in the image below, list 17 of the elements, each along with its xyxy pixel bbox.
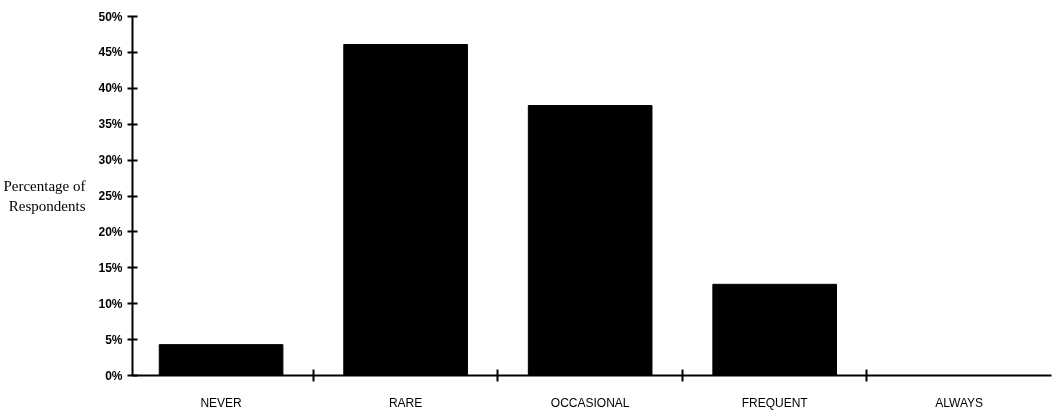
y-tick-label: 5% bbox=[105, 332, 123, 347]
x-tick-label: RARE bbox=[388, 395, 423, 410]
y-tick-label: 50% bbox=[98, 9, 123, 24]
y-tick-label: 20% bbox=[98, 224, 123, 239]
x-tick-label: OCCASIONAL bbox=[550, 395, 630, 410]
y-tick-label: 45% bbox=[98, 45, 123, 60]
y-tick-label: 25% bbox=[98, 189, 123, 203]
y-tick-label: 15% bbox=[98, 260, 123, 275]
y-tick-label: 30% bbox=[98, 153, 123, 168]
y-axis-title: Percentage of Respondents bbox=[3, 178, 86, 214]
x-tick-label: ALWAYS bbox=[935, 395, 984, 410]
y-tick-label: 10% bbox=[98, 296, 123, 311]
y-tick-label: 40% bbox=[98, 81, 123, 96]
x-tick-label: NEVER bbox=[200, 395, 243, 410]
x-tick-label: FREQUENT bbox=[741, 395, 809, 410]
y-tick-label: 0% bbox=[105, 368, 123, 383]
y-tick-label: 35% bbox=[98, 117, 123, 132]
